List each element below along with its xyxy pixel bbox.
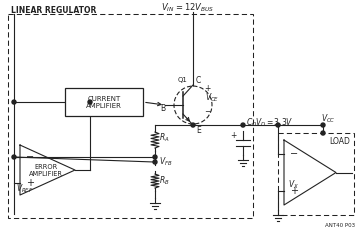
Text: $V_{REF}$: $V_{REF}$: [16, 183, 33, 195]
Text: −: −: [26, 152, 34, 162]
Text: $C_O$: $C_O$: [246, 117, 257, 129]
Circle shape: [276, 123, 280, 127]
Text: +: +: [26, 178, 34, 188]
Bar: [278, 133, 354, 215]
Text: +: +: [230, 131, 236, 140]
Text: $= 12V_{BUS}$: $= 12V_{BUS}$: [174, 2, 215, 14]
Circle shape: [321, 123, 325, 127]
Text: $V_{FB}$: $V_{FB}$: [159, 156, 173, 168]
Bar: [65, 88, 143, 116]
Polygon shape: [20, 145, 75, 195]
Circle shape: [12, 100, 16, 104]
Circle shape: [321, 131, 325, 135]
Bar: [8, 14, 253, 218]
Circle shape: [153, 155, 157, 159]
Text: LINEAR REGULATOR: LINEAR REGULATOR: [11, 6, 96, 15]
Text: −: −: [290, 149, 298, 159]
Text: ERROR
AMPLIFIER: ERROR AMPLIFIER: [29, 164, 63, 176]
Text: $V_X$: $V_X$: [288, 179, 299, 191]
Text: $V_{IN}$: $V_{IN}$: [161, 2, 175, 14]
Text: LOAD: LOAD: [329, 137, 350, 146]
Text: +: +: [204, 84, 210, 93]
Text: $R_B$: $R_B$: [159, 175, 170, 187]
Circle shape: [191, 123, 195, 127]
Text: B: B: [160, 103, 165, 112]
Text: ANT40 P03: ANT40 P03: [325, 222, 355, 228]
Text: Q1: Q1: [178, 77, 188, 83]
Polygon shape: [284, 140, 336, 205]
Text: CURRENT
AMPLIFIER: CURRENT AMPLIFIER: [86, 96, 122, 109]
Text: +: +: [290, 186, 298, 196]
Text: $R_A$: $R_A$: [159, 132, 170, 144]
Text: E: E: [196, 125, 201, 134]
Circle shape: [241, 123, 245, 127]
Text: $V_D = 3.3V$: $V_D = 3.3V$: [255, 117, 294, 129]
Text: $V_{CE}$: $V_{CE}$: [205, 92, 219, 104]
Text: −: −: [204, 108, 210, 117]
Circle shape: [88, 100, 92, 104]
Circle shape: [153, 160, 157, 164]
Text: $V_{CC}$: $V_{CC}$: [321, 113, 336, 125]
Circle shape: [12, 155, 16, 159]
Text: C: C: [196, 76, 201, 85]
